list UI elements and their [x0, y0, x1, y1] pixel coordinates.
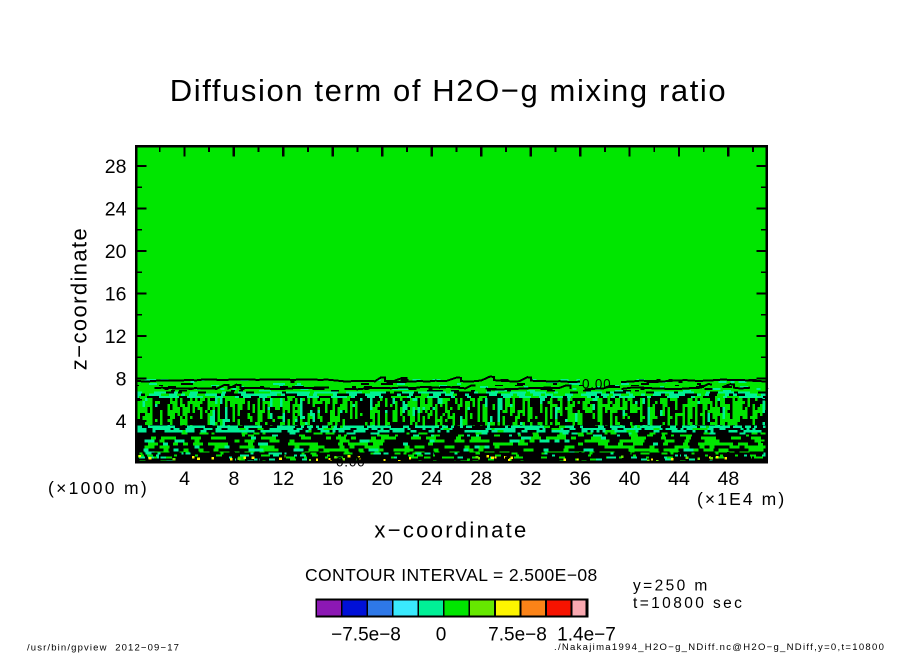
svg-text:40: 40	[619, 468, 641, 490]
svg-text:t=10800 sec: t=10800 sec	[633, 595, 744, 612]
svg-text:16: 16	[105, 283, 127, 305]
svg-text:−7.5e−8: −7.5e−8	[331, 625, 401, 646]
svg-text:z−coordinate: z−coordinate	[67, 227, 92, 370]
svg-text:1.4e−7: 1.4e−7	[557, 625, 616, 646]
svg-text:24: 24	[105, 198, 127, 220]
svg-text:x−coordinate: x−coordinate	[374, 518, 528, 543]
svg-text:4: 4	[116, 411, 127, 433]
svg-text:0.00: 0.00	[582, 377, 611, 392]
svg-text:44: 44	[668, 468, 690, 490]
svg-text:20: 20	[105, 241, 127, 263]
svg-text:8: 8	[228, 468, 239, 490]
svg-text:12: 12	[273, 468, 295, 490]
svg-text:0: 0	[436, 625, 447, 646]
svg-text:/usr/bin/gpview 2012−09−17: /usr/bin/gpview 2012−09−17	[27, 643, 180, 654]
svg-text:4: 4	[179, 468, 190, 490]
svg-text:12: 12	[105, 326, 127, 348]
svg-text:32: 32	[520, 468, 542, 490]
svg-text:./Nakajima1994_H2O−g_NDiff.nc@: ./Nakajima1994_H2O−g_NDiff.nc@H2O−g_NDif…	[554, 642, 885, 653]
svg-text:28: 28	[470, 468, 492, 490]
svg-text:36: 36	[569, 468, 591, 490]
svg-text:CONTOUR INTERVAL = 2.500E−08: CONTOUR INTERVAL = 2.500E−08	[305, 565, 598, 585]
svg-text:(×1000 m): (×1000 m)	[48, 478, 149, 498]
svg-text:24: 24	[421, 468, 443, 490]
svg-text:8: 8	[116, 368, 127, 390]
svg-text:(×1E4 m): (×1E4 m)	[697, 489, 786, 509]
svg-text:y=250 m: y=250 m	[633, 578, 710, 595]
svg-text:28: 28	[105, 156, 127, 178]
svg-text:Diffusion term of H2O−g mixing: Diffusion term of H2O−g mixing ratio	[170, 73, 728, 108]
svg-text:20: 20	[371, 468, 393, 490]
svg-text:48: 48	[718, 468, 740, 490]
svg-text:7.5e−8: 7.5e−8	[488, 625, 547, 646]
svg-text:16: 16	[322, 468, 344, 490]
